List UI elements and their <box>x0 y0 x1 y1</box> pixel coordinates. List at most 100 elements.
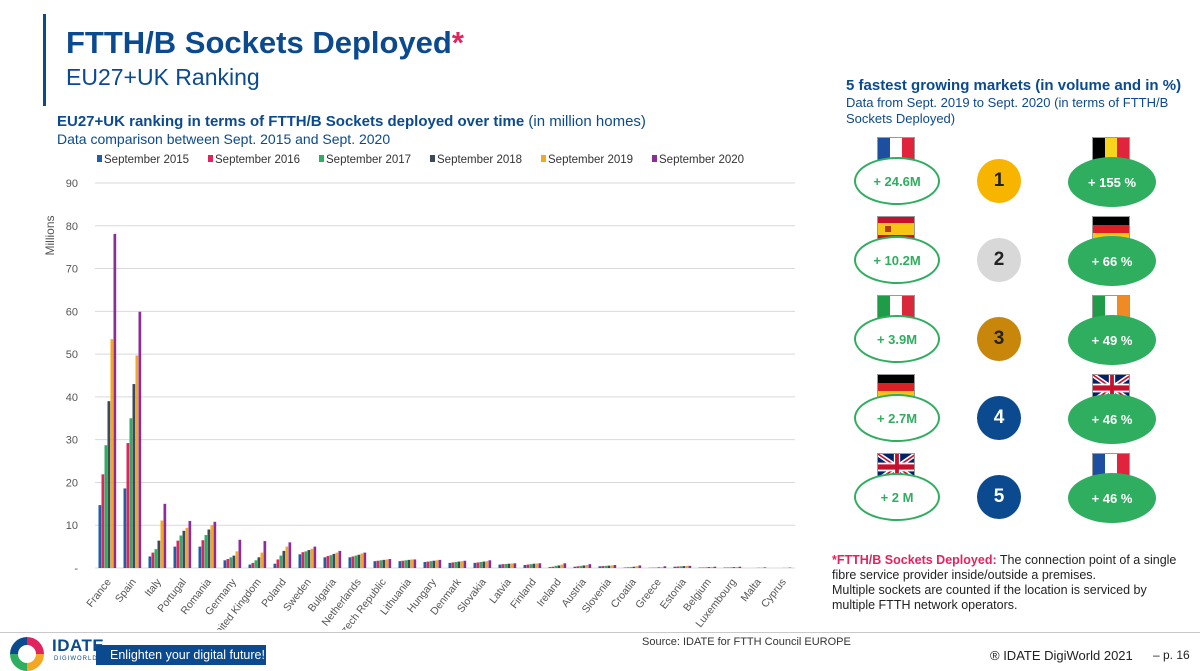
legend-entry: September 2020 <box>659 154 744 166</box>
bar <box>101 474 105 568</box>
bar <box>526 564 530 568</box>
bar <box>732 567 736 568</box>
bar <box>679 566 683 568</box>
bar <box>573 566 577 568</box>
bar <box>438 559 442 568</box>
bar <box>107 401 111 568</box>
bar <box>451 562 455 568</box>
footer-divider <box>0 632 1200 633</box>
bar <box>282 550 286 568</box>
bar <box>729 567 733 568</box>
growth-markets-subheading: Data from Sept. 2019 to Sept. 2020 (in t… <box>846 95 1169 126</box>
y-tick-label: 30 <box>66 435 78 447</box>
bar <box>198 546 202 568</box>
bar <box>323 557 327 568</box>
bar <box>213 521 217 568</box>
bar <box>335 552 339 568</box>
bar <box>604 565 608 568</box>
y-tick-label: - <box>74 563 78 575</box>
page-title: FTTH/B Sockets Deployed* <box>66 25 464 60</box>
bar <box>338 550 342 568</box>
bar <box>463 560 467 568</box>
bar <box>713 566 717 568</box>
bar <box>188 520 192 568</box>
volume-growth-value: + 10.2M <box>854 236 940 284</box>
volume-growth-value: + 2 M <box>854 473 940 521</box>
bar <box>673 566 677 568</box>
france-flag-icon <box>877 137 915 163</box>
bar <box>426 561 430 568</box>
chart-subheading: Data comparison between Sept. 2015 and S… <box>57 131 391 147</box>
bar <box>682 566 686 568</box>
x-tick-label: Finland <box>508 576 539 611</box>
bar <box>629 567 633 568</box>
bar <box>413 559 417 568</box>
bar <box>638 565 642 568</box>
bar <box>310 548 314 568</box>
definition-note: *FTTH/B Sockets Deployed: The connection… <box>832 553 1177 612</box>
bar <box>560 564 564 568</box>
bar <box>482 561 486 568</box>
bar <box>329 555 333 568</box>
bar <box>632 566 636 568</box>
bar <box>504 563 508 568</box>
rank-badge: 5 <box>977 475 1021 519</box>
bar <box>263 541 267 568</box>
bar <box>579 565 583 568</box>
bar <box>138 311 142 568</box>
tagline-box <box>96 645 266 665</box>
bar <box>235 551 239 568</box>
bar <box>557 565 561 568</box>
bar <box>104 445 108 568</box>
bar <box>229 557 233 568</box>
bar <box>588 564 592 568</box>
x-tick-label: Cyprus <box>759 576 789 610</box>
bar <box>313 546 317 568</box>
bar <box>548 567 552 568</box>
bar <box>251 562 255 568</box>
bar <box>182 530 186 568</box>
bar <box>151 552 155 568</box>
legend-entry: September 2017 <box>326 154 411 166</box>
bar <box>554 565 558 568</box>
page-number: – p. 16 <box>1153 648 1190 662</box>
percent-growth-value: + 66 % <box>1068 236 1156 286</box>
bar <box>529 564 533 568</box>
bar <box>163 503 167 568</box>
bar <box>663 566 667 568</box>
bar <box>135 355 139 568</box>
bar <box>448 562 452 568</box>
bar <box>279 555 283 568</box>
bar <box>523 565 527 568</box>
bar <box>185 527 189 568</box>
bar <box>476 562 480 568</box>
x-tick-label: Spain <box>113 576 139 605</box>
bar <box>132 384 136 568</box>
source-note: Source: IDATE for FTTH Council EUROPE <box>642 636 851 648</box>
bar <box>351 556 355 568</box>
percent-growth-value: + 49 % <box>1068 315 1156 365</box>
bar <box>510 563 514 568</box>
legend-swatch <box>319 155 324 162</box>
rank-badge: 4 <box>977 396 1021 440</box>
bar <box>535 563 539 568</box>
legend-swatch <box>541 155 546 162</box>
bar <box>223 560 227 568</box>
bar <box>288 542 292 568</box>
y-tick-label: 50 <box>66 349 78 361</box>
bar <box>657 567 661 568</box>
bar <box>360 553 364 568</box>
volume-growth-value: + 3.9M <box>854 315 940 363</box>
bar-chart: September 2015 September 2016 September 20… <box>43 154 795 630</box>
copyright: ® IDATE DigiWorld 2021 <box>990 648 1133 663</box>
rank-badge: 2 <box>977 238 1021 282</box>
legend-entry: September 2018 <box>437 154 522 166</box>
tagline: Enlighten your digital future! <box>110 648 265 662</box>
x-tick-label: France <box>84 576 114 609</box>
y-tick-label: 60 <box>66 306 78 318</box>
bar <box>301 552 305 568</box>
percent-growth-value: + 46 % <box>1068 394 1156 444</box>
y-tick-label: 90 <box>66 178 78 190</box>
bar <box>488 560 492 568</box>
bar <box>498 564 502 568</box>
